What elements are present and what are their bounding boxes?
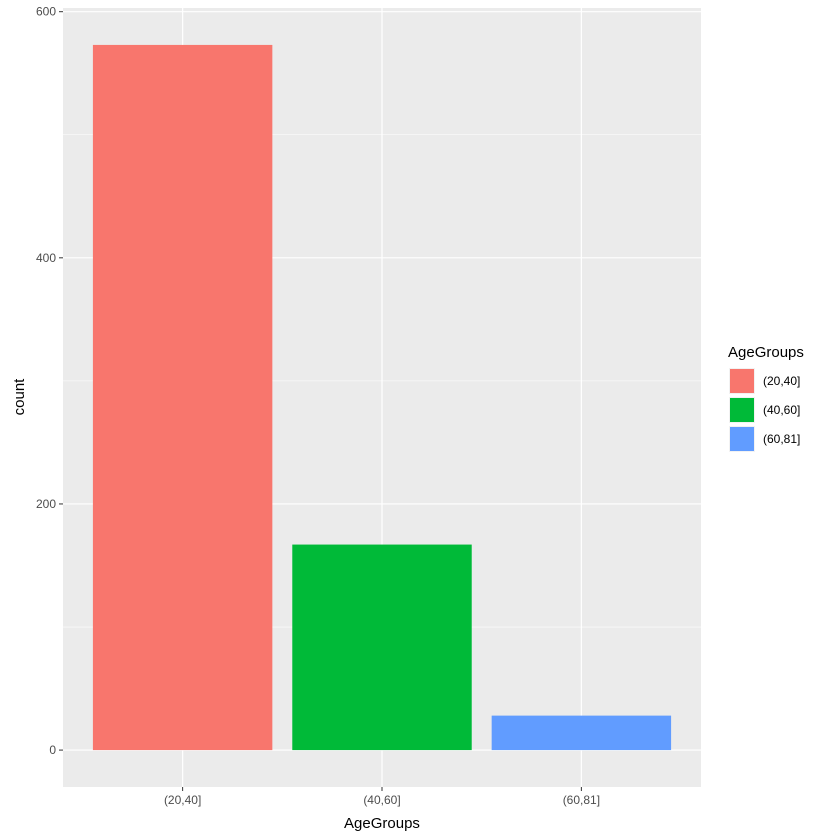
y-tick-label: 0	[49, 743, 56, 757]
x-tick-label: (40,60]	[363, 793, 400, 807]
x-axis: (20,40] (40,60] (60,81]	[164, 787, 600, 807]
y-tick-label: 400	[36, 251, 56, 265]
legend: AgeGroups (20,40] (40,60] (60,81]	[728, 344, 804, 452]
legend-label: (40,60]	[763, 403, 800, 417]
legend-swatch	[730, 369, 754, 393]
y-axis: 0 200 400 600	[36, 5, 63, 757]
legend-title: AgeGroups	[728, 344, 804, 361]
bars	[92, 44, 672, 751]
bar-3	[491, 715, 672, 751]
legend-swatch	[730, 427, 754, 451]
legend-swatch	[730, 398, 754, 422]
bar-1	[92, 44, 273, 751]
x-tick-label: (20,40]	[164, 793, 201, 807]
x-axis-title: AgeGroups	[344, 815, 420, 832]
bar-2	[292, 544, 472, 751]
y-axis-title: count	[11, 378, 28, 416]
x-tick-label: (60,81]	[563, 793, 600, 807]
legend-label: (60,81]	[763, 432, 800, 446]
y-tick-label: 600	[36, 5, 56, 19]
y-tick-label: 200	[36, 497, 56, 511]
legend-label: (20,40]	[763, 374, 800, 388]
